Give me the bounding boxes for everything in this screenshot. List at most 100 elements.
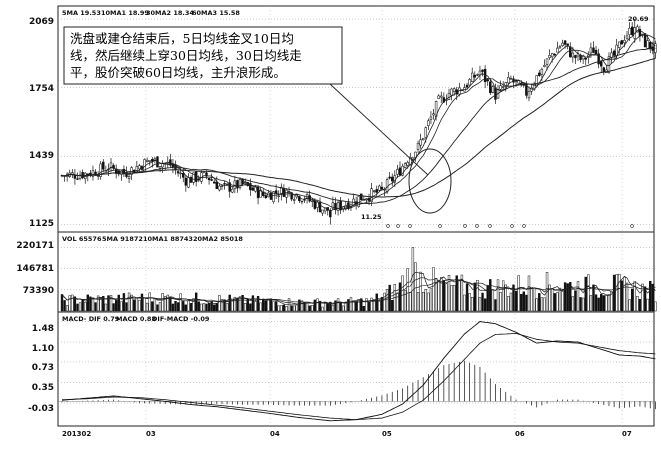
candle-body	[625, 35, 629, 39]
volume-bar	[249, 303, 252, 312]
macd-lines	[61, 321, 656, 422]
candle-body	[543, 65, 546, 67]
volume-bar	[574, 290, 577, 312]
volume-bar	[584, 276, 587, 312]
volume-bar	[287, 298, 291, 312]
volume-bar	[424, 288, 427, 312]
volume-bar	[620, 280, 624, 312]
candle-body	[416, 142, 420, 150]
volume-bar	[643, 286, 647, 312]
candle-body	[574, 55, 577, 59]
volume-ma-line-10	[61, 277, 656, 305]
volume-bar	[269, 298, 273, 312]
candle-body	[486, 79, 489, 82]
candle-body	[316, 201, 319, 208]
annotation-pointer	[329, 83, 429, 176]
volume-bar	[102, 296, 105, 312]
candle-body	[481, 69, 484, 72]
volume-bar	[305, 302, 309, 312]
volume-bar	[556, 292, 559, 312]
candle-body	[489, 81, 492, 94]
candle-body	[440, 95, 443, 98]
volume-bar	[109, 295, 113, 312]
macd-ytick-label: 1.48	[32, 324, 54, 334]
candle-body	[618, 41, 621, 48]
volume-bar	[362, 306, 366, 312]
candle-body	[476, 74, 479, 76]
candle-body	[303, 199, 306, 201]
candle-body	[571, 52, 575, 58]
volume-bar	[344, 302, 348, 312]
candle-body	[558, 46, 562, 49]
volume-bar	[285, 305, 288, 312]
volume-bar	[540, 297, 544, 312]
volume-bar	[334, 300, 337, 312]
volume-bar	[628, 299, 631, 312]
candle-body	[589, 47, 593, 54]
candle-body	[215, 181, 219, 190]
volume-bar	[318, 300, 322, 312]
volume-bar	[476, 279, 479, 312]
volume-bar	[189, 303, 193, 312]
breakout-highlight-ellipse	[408, 148, 452, 214]
volume-bar	[458, 280, 461, 312]
volume-bar	[114, 300, 118, 312]
macd-gridlines	[58, 321, 654, 404]
candle-body	[189, 177, 193, 183]
candle-body	[205, 172, 208, 177]
volume-bar	[651, 283, 655, 312]
candle-body	[161, 163, 164, 168]
volume-bar	[553, 293, 556, 312]
macd-dea-line	[61, 332, 656, 421]
candle-body	[452, 88, 456, 92]
volume-bar	[267, 299, 270, 312]
volume-bar	[406, 268, 409, 312]
volume-bar	[491, 289, 495, 312]
volume-bar	[403, 290, 407, 312]
volume-bar	[473, 282, 477, 312]
candle-body	[535, 75, 538, 87]
candle-body	[491, 86, 495, 93]
volume-bar	[259, 302, 262, 312]
candle-body	[620, 40, 624, 45]
candle-body	[630, 26, 634, 35]
volume-bar	[370, 297, 373, 312]
candle-body	[182, 173, 185, 178]
candle-body	[636, 26, 639, 33]
candle-body	[192, 172, 195, 183]
volume-bar	[65, 305, 69, 312]
volume-bar	[416, 292, 420, 312]
vol-ma5-readout: 5MA 91872	[102, 235, 143, 243]
volume-bar	[522, 291, 526, 312]
volume-bar	[615, 274, 618, 312]
candle-body	[473, 74, 477, 78]
volume-bar	[378, 300, 381, 312]
volume-bar	[158, 302, 162, 312]
volume-bar	[551, 288, 554, 312]
candle-body	[91, 170, 95, 177]
volume-bar	[354, 301, 358, 312]
volume-bar	[548, 284, 551, 312]
volume-bar	[148, 292, 151, 312]
volume-bar	[561, 291, 564, 312]
candle-body	[372, 190, 376, 192]
volume-bar	[563, 282, 567, 312]
volume-bar	[636, 295, 639, 312]
volume-bar	[347, 299, 350, 312]
volume-bar	[360, 298, 363, 312]
xtick-label: 07	[622, 430, 632, 438]
volume-bar	[654, 301, 657, 312]
volume-bar	[60, 294, 64, 312]
volume-bar	[460, 274, 464, 312]
candle-body	[349, 204, 353, 207]
candle-body	[308, 195, 311, 202]
volume-bar	[174, 301, 177, 312]
candle-body	[223, 183, 226, 185]
volume-bar	[262, 298, 265, 312]
volume-bar	[646, 298, 649, 312]
vol-ma10-readout: 10MA1 88743	[143, 235, 193, 243]
volume-bar	[68, 295, 71, 312]
volume-bar	[607, 294, 611, 312]
xtick-label: 201302	[62, 430, 91, 438]
